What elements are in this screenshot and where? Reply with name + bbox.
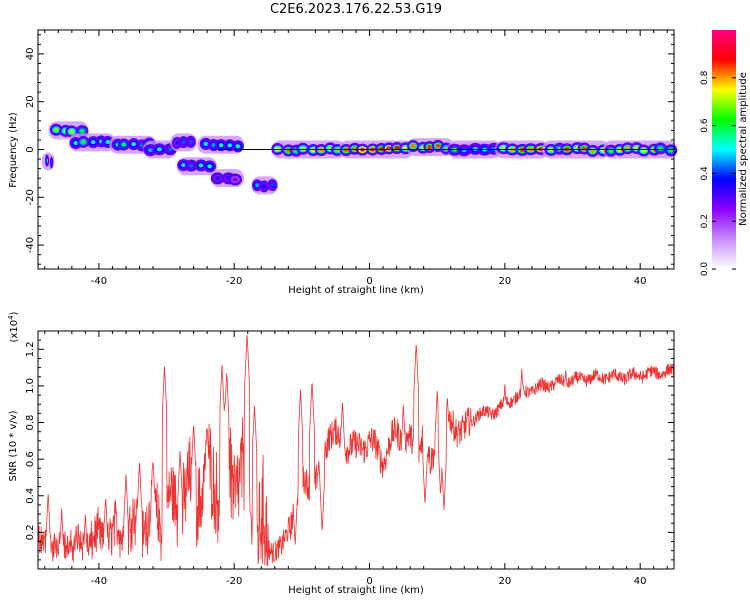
- snr-x-tick-label: 40: [634, 576, 647, 587]
- spectrogram-segment: [210, 169, 244, 188]
- spectrogram-cell: [232, 177, 238, 182]
- spectrogram-cell: [188, 139, 193, 144]
- spectrogram-y-tick-label: 20: [25, 95, 36, 108]
- spectrogram-cell: [472, 146, 479, 151]
- snr-y-tick-label: 0.6: [25, 451, 36, 467]
- spectrogram-cell: [335, 148, 340, 153]
- spectrogram-segment: [197, 135, 244, 154]
- spectrogram-cell: [255, 183, 260, 188]
- spectrogram-ticks: -40 -20 0 20 40 -40 -20 0 20 40: [25, 30, 674, 287]
- spectrogram-cell: [167, 147, 173, 152]
- spectrogram-segment: [68, 133, 116, 152]
- spectrogram-segment: [177, 157, 217, 176]
- snr-panel: -40 -20 0 20 40 0.2 0.4 0.6 0.8 1.0 1.2 Height of …: [7, 311, 675, 596]
- figure-title: C2E6.2023.176.22.53.G19: [269, 2, 443, 17]
- spectrogram-y-tick-label: -40: [25, 237, 36, 253]
- spectrogram-x-tick-label: 20: [498, 276, 511, 287]
- spectrogram-cell: [668, 148, 674, 153]
- spectrogram-cell: [427, 145, 432, 150]
- spectrogram-cell: [198, 163, 204, 168]
- spectrogram-segment: [170, 133, 197, 152]
- spectrogram-cell: [207, 164, 212, 169]
- spectrogram-cell: [214, 176, 221, 181]
- spectrogram-cell: [275, 146, 280, 151]
- colorbar: 0.0 0.2 0.4 0.6 0.8 Normalized spectral ampl…: [700, 30, 749, 276]
- spectrogram-y-axis-label: Frequency (Hz): [8, 112, 19, 188]
- spectrogram-segment: [406, 138, 454, 157]
- snr-x-tick-label: 20: [498, 576, 511, 587]
- spectrogram-cell: [121, 142, 127, 147]
- spectrogram-cell: [435, 143, 441, 148]
- snr-x-axis-label: Height of straight line (km): [288, 585, 424, 596]
- spectrogram-cell: [410, 143, 416, 148]
- snr-series-line: [37, 335, 675, 566]
- snr-y-tick-label: 0.4: [25, 488, 36, 504]
- colorbar-tick-label: 0.8: [700, 70, 710, 85]
- spectrogram-cell: [188, 163, 194, 168]
- spectrogram-cell: [81, 139, 86, 144]
- spectrogram-y-tick-label: -20: [25, 189, 36, 205]
- spectrogram-cell: [300, 146, 306, 151]
- colorbar-tick-label: 0.2: [700, 214, 710, 228]
- spectrogram-cell: [46, 158, 48, 163]
- spectrogram-segment: [41, 152, 55, 171]
- spectrogram-y-tick-label: 40: [25, 48, 36, 61]
- spectrogram-cell: [147, 148, 153, 153]
- snr-y-multiplier: (x104): [7, 311, 20, 342]
- spectrogram-x-tick-label: 0: [366, 276, 372, 287]
- snr-y-multiplier-exponent: 4: [7, 315, 15, 320]
- snr-y-tick-label: 0.8: [25, 415, 36, 431]
- spectrogram-cell: [175, 140, 179, 145]
- colorbar-tick-label: 0.4: [700, 166, 710, 181]
- spectrogram-cell: [69, 129, 75, 134]
- spectrogram-cell: [227, 143, 232, 148]
- spectrogram-cell: [131, 142, 136, 147]
- colorbar-tick-label: 0.0: [700, 262, 710, 277]
- spectrogram-segment: [251, 176, 278, 195]
- spectrogram-cell: [235, 144, 241, 149]
- snr-y-tick-label: 1.0: [25, 378, 36, 394]
- snr-x-tick-label: -20: [226, 576, 242, 587]
- colorbar-gradient: [712, 30, 736, 269]
- spectrogram-cell: [218, 143, 224, 148]
- spectrogram-x-axis-label: Height of straight line (km): [288, 285, 424, 296]
- snr-ticks: -40 -20 0 20 40 0.2 0.4 0.6 0.8 1.0 1.2: [25, 331, 674, 587]
- spectrogram-x-tick-label: 40: [634, 276, 647, 287]
- spectrogram-x-tick-label: -20: [226, 276, 242, 287]
- snr-x-tick-label: 0: [366, 576, 372, 587]
- spectrogram-cell: [50, 160, 53, 165]
- colorbar-label: Normalized spectral amplitude: [738, 72, 749, 226]
- spectrogram-cell: [79, 129, 85, 134]
- spectrogram-cell: [461, 148, 467, 153]
- spectrogram-cell: [73, 141, 79, 146]
- snr-y-tick-label: 1.2: [25, 341, 36, 357]
- spectrogram-plot-area: [38, 30, 678, 269]
- snr-y-tick-label: 0.2: [25, 524, 36, 540]
- colorbar-tick-label: 0.6: [700, 118, 710, 133]
- spectrogram-cell: [343, 148, 349, 153]
- spectrogram-cell: [156, 147, 162, 152]
- spectrogram-y-tick-label: 0: [25, 146, 36, 152]
- spectrogram-x-tick-label: -40: [91, 276, 107, 287]
- spectrogram-cell: [211, 143, 217, 148]
- spectrogram-cell: [105, 139, 111, 144]
- spectrogram-panel: -40 -20 0 20 40 -40 -20 0 20 40 Height of straigh…: [8, 29, 678, 296]
- spectrogram-cell: [139, 143, 145, 148]
- spectrogram-cell: [270, 183, 275, 188]
- snr-y-axis-label: SNR (10 * v/v): [8, 410, 19, 481]
- spectrogram-cell: [181, 140, 186, 145]
- colorbar-ticks: 0.0 0.2 0.4 0.6 0.8: [700, 70, 736, 276]
- spectrogram-cell: [53, 127, 59, 132]
- spectrogram-cell: [90, 140, 96, 145]
- spectrogram-cell: [262, 184, 266, 189]
- spectrogram-cell: [181, 163, 186, 168]
- snr-x-tick-label: -40: [91, 576, 107, 587]
- spectrogram-cell: [203, 141, 209, 146]
